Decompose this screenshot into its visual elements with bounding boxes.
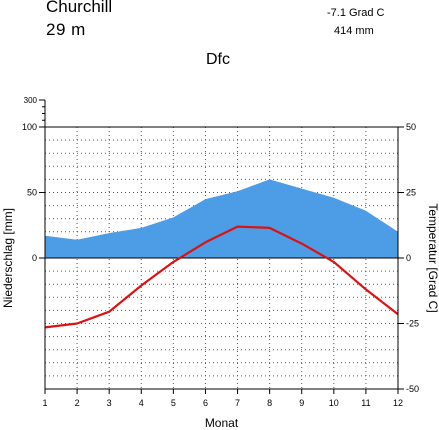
- precipitation-area-layer: [45, 179, 398, 259]
- temperature-line: [44, 225, 399, 329]
- month-tick-label: 8: [267, 398, 272, 408]
- temp-tick-label: 50: [406, 122, 416, 132]
- month-tick-label: 2: [75, 398, 80, 408]
- temperature-line-layer: [44, 225, 399, 329]
- month-tick-label: 12: [393, 398, 403, 408]
- precipitation-axis-label: Niederschlag [mm]: [1, 208, 15, 308]
- month-tick-label: 3: [107, 398, 112, 408]
- temp-tick-label: 25: [406, 188, 416, 198]
- month-tick-label: 4: [139, 398, 144, 408]
- month-tick-label: 11: [361, 398, 370, 408]
- precip-tick-label: 300: [24, 96, 38, 105]
- station-elevation: 29 m: [46, 20, 86, 39]
- month-tick-label: 5: [171, 398, 176, 408]
- temp-tick-label: -25: [406, 319, 419, 329]
- month-tick-label: 10: [329, 398, 339, 408]
- precip-tick-label: 50: [27, 188, 37, 198]
- temp-tick-label: 0: [406, 253, 411, 263]
- temperature-axis-label: Temperatur [Grad C]: [426, 203, 439, 312]
- month-tick-label: 7: [235, 398, 240, 408]
- climate-classification: Dfc: [206, 51, 230, 68]
- month-tick-label: 9: [299, 398, 304, 408]
- annual-precipitation: 414 mm: [334, 25, 374, 37]
- mean-temperature: -7.1 Grad C: [327, 7, 385, 19]
- temp-tick-label: -50: [406, 384, 419, 394]
- precip-tick-label: 100: [22, 122, 37, 132]
- precip-tick-label: 0: [32, 253, 37, 263]
- x-axis-label: Monat: [205, 416, 239, 430]
- month-tick-label: 6: [203, 398, 208, 408]
- month-tick-label: 1: [42, 398, 47, 408]
- station-name: Churchill: [46, 0, 113, 16]
- precipitation-area: [45, 179, 398, 258]
